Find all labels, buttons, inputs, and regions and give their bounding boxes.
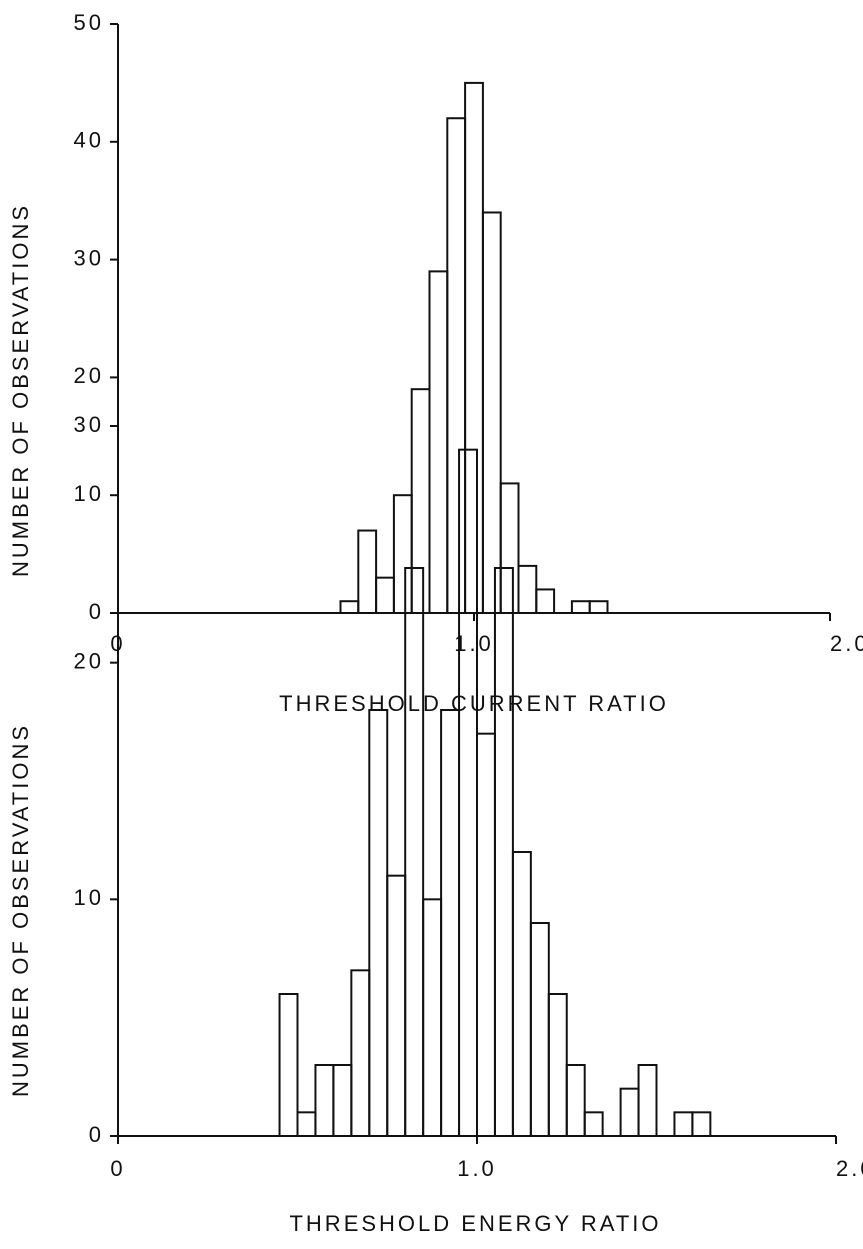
- bar: [529, 922, 550, 1137]
- bar: [565, 1064, 586, 1137]
- bar: [357, 529, 378, 614]
- bar: [476, 732, 496, 1138]
- bar: [691, 1111, 712, 1138]
- bar: [493, 567, 514, 1137]
- bar: [583, 1111, 604, 1138]
- bar: [464, 81, 484, 614]
- x-tick-label: 2.0: [836, 1156, 863, 1181]
- bar: [547, 993, 568, 1137]
- bar: [428, 270, 449, 614]
- bar: [619, 1087, 640, 1137]
- bar: [637, 1064, 658, 1137]
- y-tick-label: 30: [74, 245, 104, 270]
- bar: [392, 494, 413, 615]
- x-axis-label: THRESHOLD ENERGY RATIO: [289, 1211, 661, 1236]
- y-tick-label: 20: [74, 648, 104, 673]
- x-tick-label: 1.0: [454, 631, 494, 656]
- y-tick-label: 0: [89, 1122, 104, 1147]
- y-tick-label: 20: [74, 363, 104, 388]
- y-tick-label: 40: [74, 128, 104, 153]
- bar: [511, 851, 532, 1137]
- bar: [440, 709, 461, 1137]
- bar: [570, 600, 591, 614]
- bar: [278, 993, 299, 1137]
- bar: [296, 1111, 317, 1138]
- x-axis-label: THRESHOLD CURRENT RATIO: [279, 691, 669, 716]
- y-axis-label: NUMBER OF OBSERVATIONS: [8, 203, 33, 577]
- y-axis-label: NUMBER OF OBSERVATIONS: [8, 723, 33, 1097]
- y-tick-label: 10: [74, 885, 104, 910]
- bar: [350, 969, 371, 1137]
- bar: [422, 898, 443, 1137]
- x-tick-label: 0: [110, 1156, 125, 1181]
- bar: [499, 482, 520, 615]
- y-tick-label: 50: [74, 10, 104, 35]
- x-tick-label: 0: [110, 631, 125, 656]
- bar: [517, 564, 538, 615]
- y-tick-label: 30: [74, 412, 104, 437]
- y-tick-label: 0: [89, 599, 104, 624]
- bar: [481, 211, 502, 614]
- bar: [339, 600, 360, 614]
- bar: [535, 588, 556, 615]
- bar: [458, 448, 478, 1137]
- bar: [404, 567, 425, 1137]
- bar: [446, 117, 467, 615]
- bar: [386, 874, 407, 1138]
- bar: [332, 1064, 353, 1137]
- bar: [368, 709, 389, 1137]
- bar: [588, 600, 609, 614]
- x-tick-label: 2.0: [830, 631, 863, 656]
- x-tick-label: 1.0: [457, 1156, 497, 1181]
- bar: [314, 1064, 335, 1137]
- bar: [375, 576, 395, 614]
- bar: [410, 388, 431, 614]
- bar: [673, 1111, 694, 1138]
- y-tick-label: 10: [74, 481, 104, 506]
